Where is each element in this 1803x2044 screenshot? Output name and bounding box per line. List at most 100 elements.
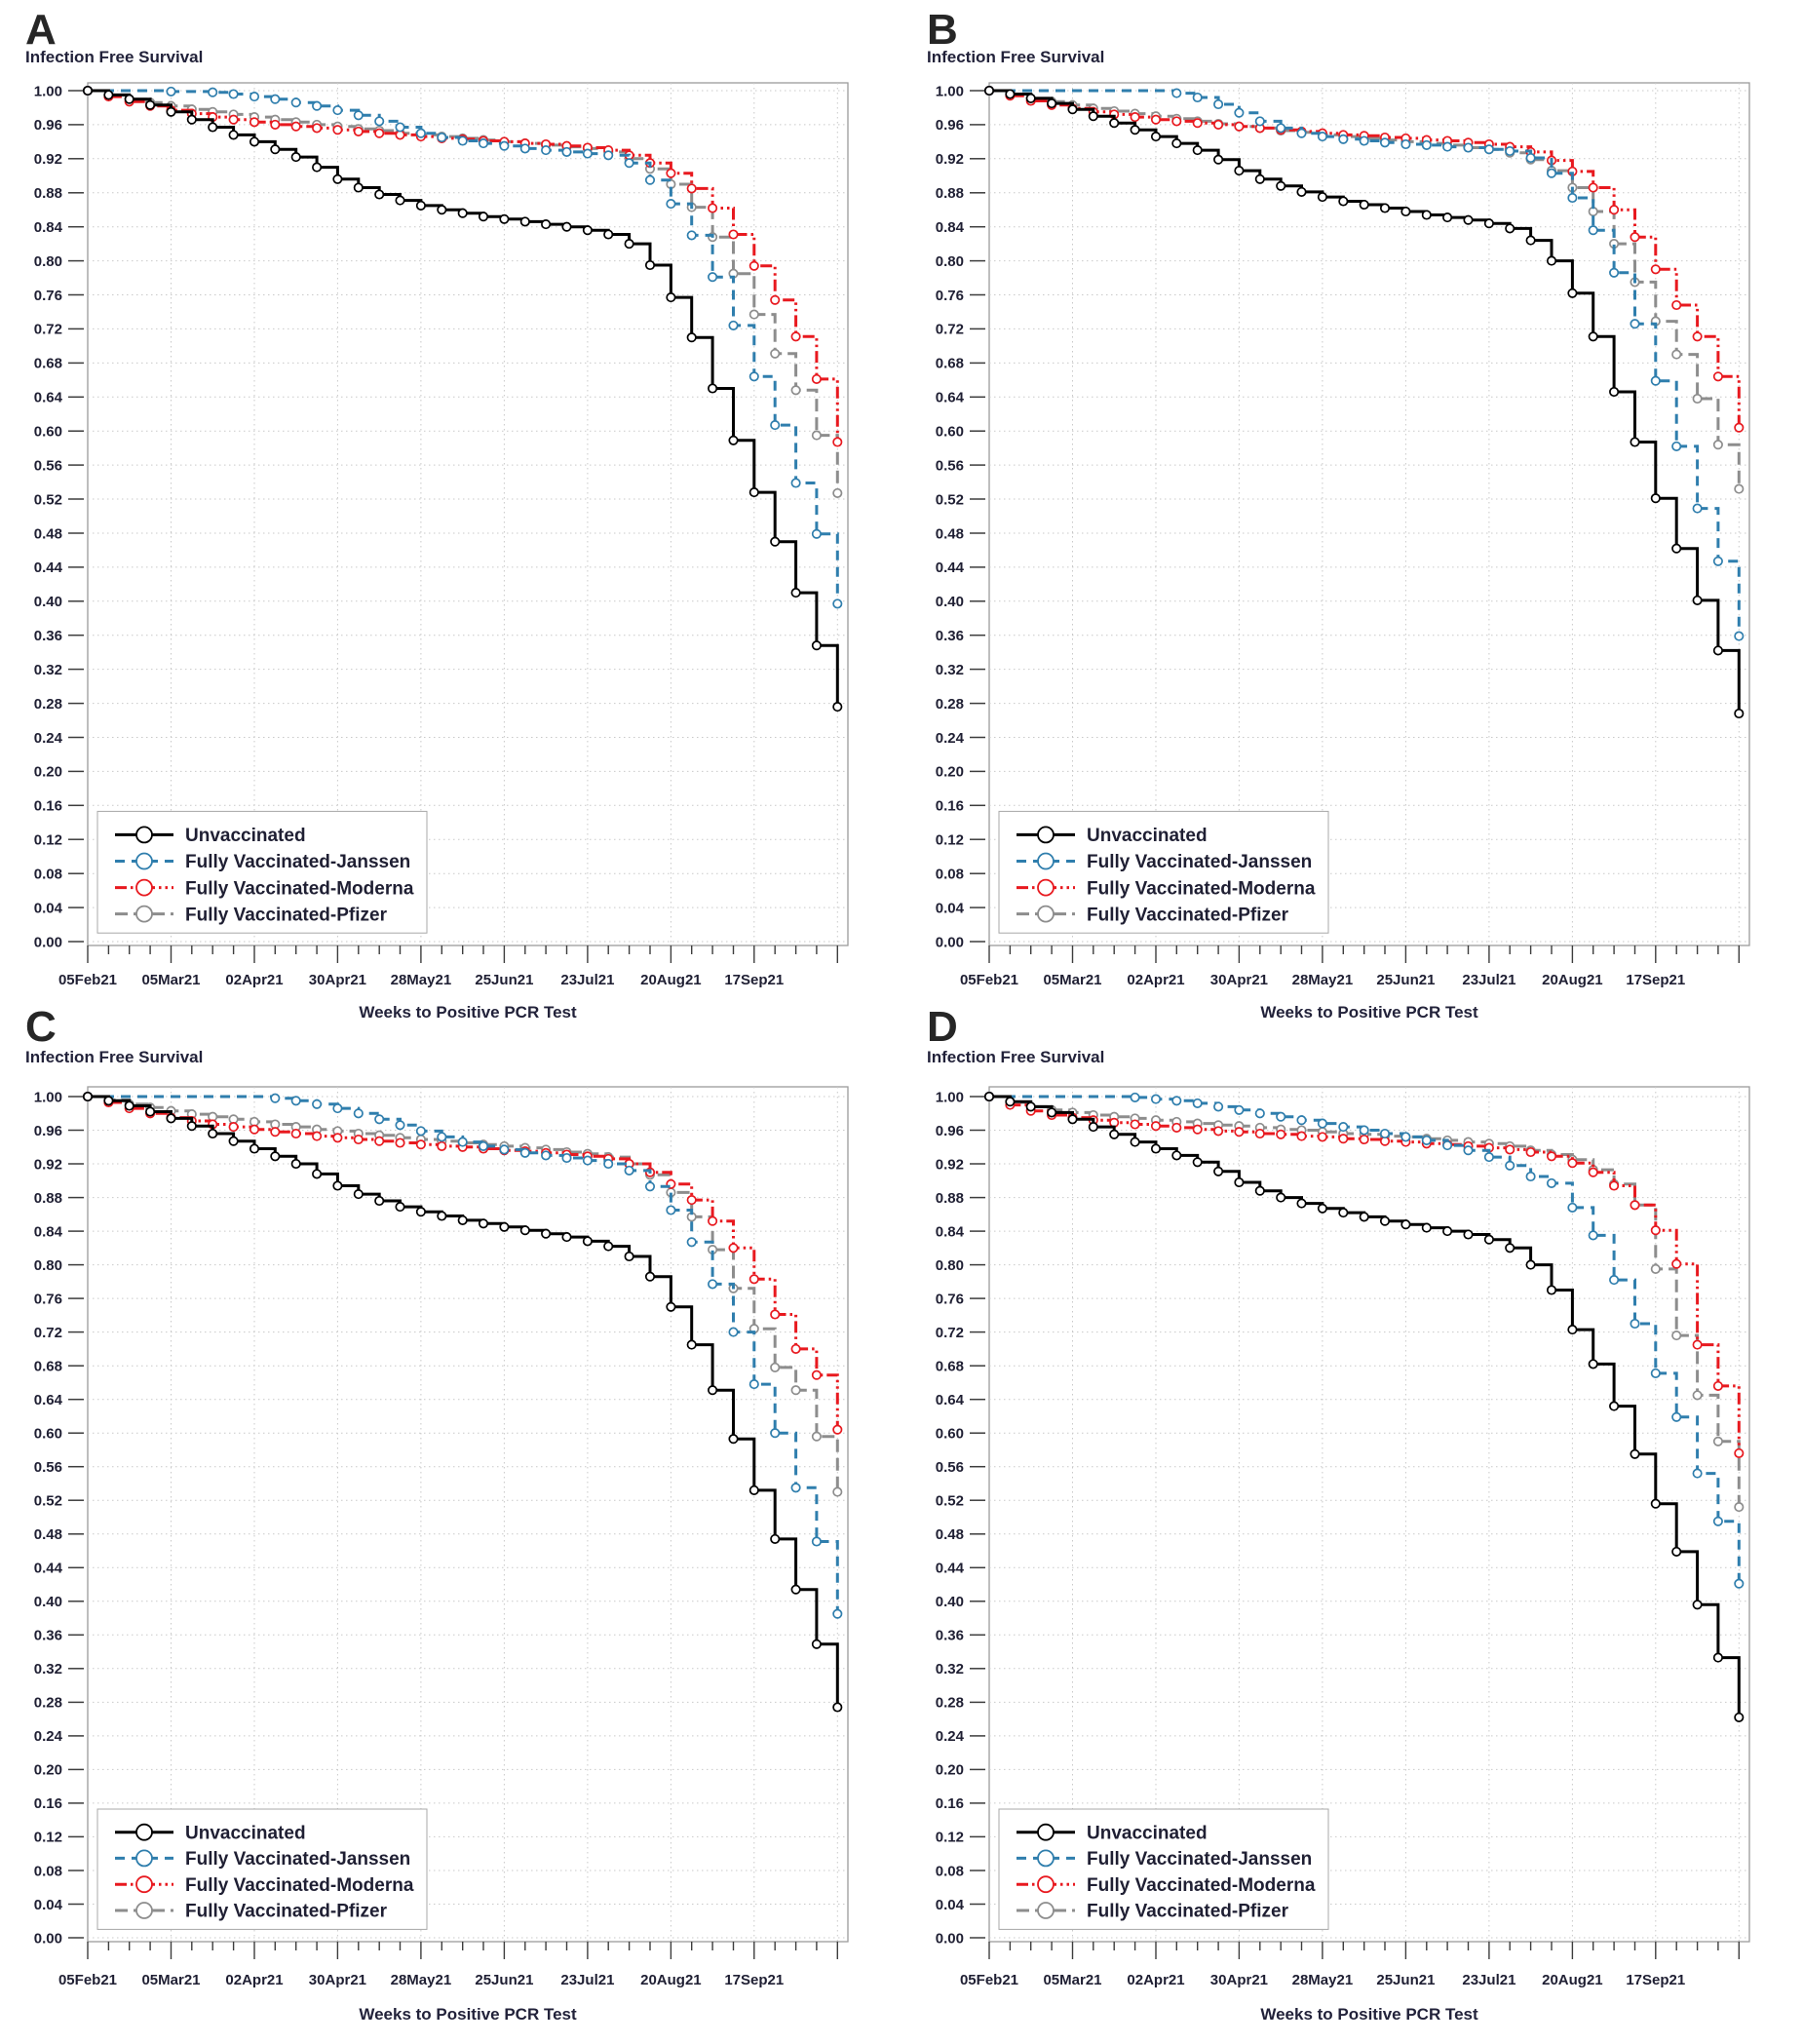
y-tick-label: 0.80 (34, 1257, 62, 1274)
y-tick-label: 0.68 (936, 356, 964, 372)
x-tick-label: 17Sep21 (1626, 1972, 1685, 1988)
y-tick-label: 0.16 (34, 1795, 62, 1812)
x-tick-label: 25Jun21 (1376, 1972, 1435, 1988)
y-tick-label: 0.16 (936, 798, 964, 815)
y-tick-label: 0.88 (34, 185, 62, 202)
series-unvaccinated-markers (82, 1091, 843, 1713)
y-tick-label: 0.04 (34, 900, 63, 916)
y-tick-label: 0.00 (34, 934, 62, 950)
y-tick-label: 0.64 (34, 1392, 63, 1408)
x-tick-label: 25Jun21 (1376, 972, 1435, 988)
y-axis: 1.00 0.96 0.92 0.88 0.84 0.80 0.76 0.72 0.68 0.64… (34, 83, 84, 950)
legend-marker-moderna (1037, 878, 1055, 897)
y-tick-label: 0.44 (34, 559, 63, 576)
y-tick-label: 1.00 (34, 1089, 62, 1105)
y-tick-label: 0.36 (936, 628, 964, 644)
x-tick-label: 23Jul21 (560, 1972, 614, 1988)
y-tick-label: 0.48 (34, 1526, 62, 1543)
y-tick-label: 0.00 (936, 934, 964, 950)
gridlines (88, 83, 848, 945)
y-tick-label: 0.20 (34, 1762, 62, 1779)
panel-letter: C (25, 1003, 57, 1051)
y-tick-label: 0.56 (34, 1459, 62, 1476)
x-tick-label: 30Apr21 (309, 972, 366, 988)
y-tick-label: 0.60 (936, 1425, 964, 1442)
y-tick-label: 0.80 (936, 1257, 964, 1274)
y-tick-label: 0.24 (34, 730, 63, 747)
x-tick-label: 05Mar21 (1043, 1972, 1101, 1988)
y-tick-label: 0.04 (936, 900, 965, 916)
y-tick-label: 0.60 (936, 423, 964, 440)
y-tick-label: 0.80 (936, 253, 964, 270)
x-tick-label: 02Apr21 (1127, 972, 1184, 988)
legend-label: Fully Vaccinated-Pfizer (1087, 1902, 1289, 1922)
y-tick-label: 0.88 (34, 1190, 62, 1207)
series-janssen-markers (983, 85, 1745, 641)
legend: Unvaccinated Fully Vaccinated-Janssen Full… (998, 1808, 1329, 1930)
legend-marker-janssen (1037, 852, 1055, 870)
y-tick-label: 0.64 (34, 390, 63, 406)
legend-marker-pfizer (135, 905, 153, 923)
x-tick-label: 28May21 (391, 1972, 452, 1988)
legend-marker-unvaccinated (1037, 826, 1055, 844)
y-tick-label: 0.28 (34, 696, 62, 713)
x-axis-title: Weeks to Positive PCR Test (1260, 2005, 1478, 2024)
plot-area (87, 1086, 849, 1943)
legend-label: Fully Vaccinated-Pfizer (185, 1902, 388, 1922)
y-tick-label: 0.72 (936, 322, 964, 338)
y-tick-label: 0.24 (34, 1728, 63, 1745)
y-tick-label: 0.24 (936, 1728, 965, 1745)
y-axis: 1.00 0.96 0.92 0.88 0.84 0.80 0.76 0.72 0.68 0.64… (936, 83, 985, 950)
x-tick-label: 25Jun21 (475, 972, 533, 988)
x-tick-label: 25Jun21 (475, 1972, 533, 1988)
y-tick-label: 0.40 (936, 1594, 964, 1610)
x-tick-label: 28May21 (1292, 1972, 1354, 1988)
legend-marker-moderna (135, 878, 153, 897)
legend-marker-janssen (1037, 1849, 1055, 1868)
y-tick-label: 0.12 (34, 1830, 62, 1846)
legend-marker-janssen (135, 1849, 153, 1868)
y-tick-label: 0.04 (34, 1897, 63, 1913)
y-tick-label: 0.44 (936, 559, 965, 576)
legend-label: Unvaccinated (185, 1823, 306, 1843)
y-tick-label: 0.12 (936, 831, 964, 848)
x-tick-label: 17Sep21 (724, 1972, 784, 1988)
y-tick-label: 0.64 (936, 390, 965, 406)
y-tick-label: 0.96 (936, 117, 964, 134)
x-tick-label: 17Sep21 (1626, 972, 1685, 988)
y-tick-label: 0.92 (34, 1156, 62, 1173)
y-tick-label: 0.48 (936, 525, 964, 542)
y-tick-label: 0.52 (936, 491, 964, 508)
y-tick-label: 0.44 (34, 1561, 63, 1577)
x-tick-label: 05Feb21 (960, 1972, 1018, 1988)
x-axis-title: Weeks to Positive PCR Test (359, 1003, 577, 1022)
x-tick-label: 05Feb21 (58, 972, 117, 988)
panel-letter: B (927, 6, 958, 54)
legend: Unvaccinated Fully Vaccinated-Janssen Full… (998, 810, 1329, 934)
y-tick-label: 0.28 (34, 1695, 62, 1712)
legend-label: Fully Vaccinated-Moderna (185, 1875, 414, 1896)
y-tick-label: 0.52 (34, 1492, 62, 1509)
y-tick-label: 0.84 (34, 1223, 63, 1240)
x-tick-label: 30Apr21 (1210, 972, 1268, 988)
y-tick-label: 0.92 (936, 151, 964, 168)
panel-letter: A (25, 6, 57, 54)
y-tick-label: 0.08 (34, 1863, 62, 1879)
y-tick-label: 0.68 (34, 1358, 62, 1374)
gridlines (989, 83, 1749, 945)
y-tick-label: 0.60 (34, 1425, 62, 1442)
y-tick-label: 1.00 (936, 83, 964, 99)
y-tick-label: 0.08 (936, 1863, 964, 1879)
y-tick-label: 0.96 (34, 117, 62, 134)
panel-a: A Infection Free Survival 1.00 0.96 0.92 0.88… (0, 0, 902, 1036)
y-tick-label: 0.76 (936, 288, 964, 304)
y-tick-label: 0.40 (34, 1594, 62, 1610)
series-unvaccinated-markers (82, 85, 843, 713)
x-tick-label: 28May21 (391, 972, 452, 988)
x-tick-label: 02Apr21 (225, 972, 283, 988)
y-tick-label: 0.20 (936, 764, 964, 781)
legend-marker-pfizer (1037, 905, 1055, 923)
